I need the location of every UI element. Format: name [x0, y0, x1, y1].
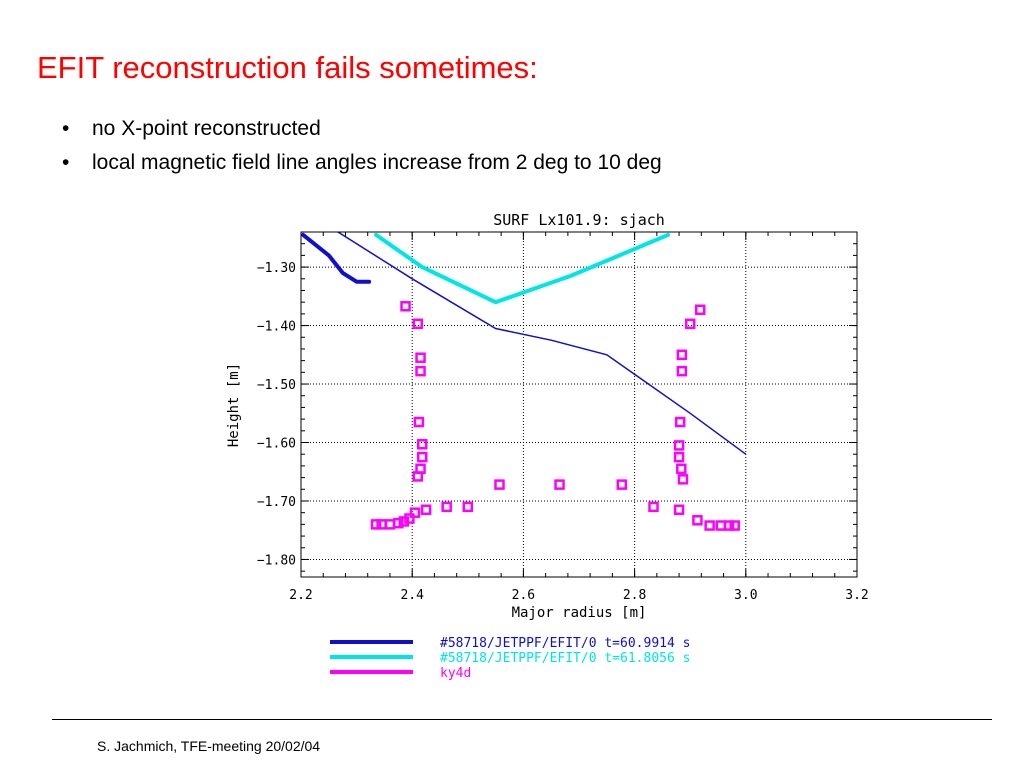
data-point-marker [415, 365, 426, 377]
data-point-marker [393, 517, 404, 529]
data-point-marker [370, 519, 382, 530]
bullet-text: no X-point reconstructed [92, 117, 321, 140]
data-point-marker [648, 501, 659, 513]
axis-ticks [300, 231, 858, 577]
data-point-marker [704, 520, 715, 531]
series-line [374, 232, 670, 305]
x-tick-labels: 2.2 2.4 2.6 2.8 3.0 3.2 [289, 588, 868, 603]
bullet-item: • local magnetic field line angles increa… [62, 146, 662, 180]
bullet-dot-icon: • [62, 151, 70, 174]
x-tick-label: 3.0 [734, 588, 757, 603]
data-point-marker [676, 349, 688, 361]
data-point-marker [441, 501, 452, 513]
x-tick-label: 2.6 [512, 588, 535, 603]
data-point-marker [676, 463, 687, 475]
data-point-marker [674, 416, 686, 428]
series-line [301, 232, 372, 284]
bullet-list: • no X-point reconstructed • local magneti… [62, 112, 662, 180]
data-point-marker [400, 301, 411, 312]
y-tick-label: −1.60 [257, 437, 296, 452]
bullet-dot-icon: • [62, 117, 70, 140]
legend-label: ky4d [440, 666, 471, 681]
data-point-marker [692, 515, 703, 526]
x-tick-label: 2.2 [289, 588, 312, 603]
y-tick-label: −1.40 [257, 320, 296, 335]
footer-divider [52, 719, 992, 720]
data-point-marker [673, 504, 685, 516]
footer-text: S. Jachmich, TFE-meeting 20/02/04 [97, 738, 321, 754]
data-point-marker [673, 451, 685, 463]
legend: #58718/JETPPF/EFIT/0 t=60.9914 s#58718/J… [330, 636, 690, 681]
data-point-marker [616, 479, 628, 490]
plot-frame [300, 231, 858, 578]
y-tick-label: −1.70 [257, 495, 296, 510]
data-point-marker [376, 519, 387, 530]
data-point-marker [416, 439, 428, 450]
x-tick-label: 2.8 [623, 588, 646, 603]
x-tick-label: 3.2 [845, 588, 868, 603]
y-tick-labels: −1.30 −1.40 −1.50 −1.60 −1.70 −1.80 [257, 261, 296, 568]
chart-title: SURF Lx101.9: sjach [493, 211, 665, 229]
y-tick-label: −1.80 [257, 553, 296, 568]
x-axis-label: Major radius [m] [512, 605, 647, 621]
data-point-marker [398, 516, 410, 527]
marker-layer [370, 301, 740, 531]
data-point-marker [554, 479, 565, 490]
data-point-marker [684, 318, 696, 330]
data-point-marker [412, 471, 424, 482]
x-tick-label: 2.4 [400, 588, 424, 603]
data-point-marker [462, 501, 474, 513]
data-point-marker [676, 365, 688, 377]
bullet-item: • no X-point reconstructed [62, 112, 662, 146]
data-point-marker [729, 520, 740, 531]
data-point-marker [420, 504, 432, 516]
slide-title: EFIT reconstruction fails sometimes: [37, 50, 538, 85]
legend-label: #58718/JETPPF/EFIT/0 t=60.9914 s [440, 636, 690, 651]
y-axis-label: Height [m] [226, 363, 242, 447]
legend-label: #58718/JETPPF/EFIT/0 t=61.8056 s [440, 651, 690, 666]
data-point-marker [677, 474, 689, 485]
data-point-marker [494, 479, 505, 490]
data-point-marker [694, 304, 706, 316]
bullet-text: local magnetic field line angles increas… [92, 151, 662, 174]
y-tick-label: −1.30 [257, 261, 296, 276]
data-point-marker [409, 507, 421, 518]
data-point-marker [673, 440, 685, 451]
data-point-marker [413, 416, 425, 428]
data-point-marker [412, 318, 424, 330]
data-point-marker [384, 519, 396, 530]
plot-lines [301, 232, 747, 455]
y-tick-label: −1.50 [257, 378, 296, 393]
data-point-marker [416, 451, 428, 463]
grid-lines [301, 232, 857, 577]
boundary-line [336, 232, 747, 455]
data-point-marker [415, 352, 426, 363]
data-point-marker [715, 520, 727, 531]
data-point-marker [723, 520, 735, 531]
